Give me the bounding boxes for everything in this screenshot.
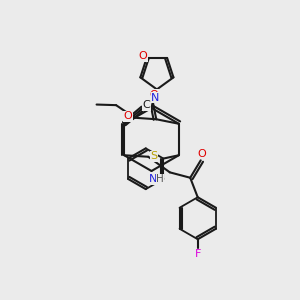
Text: O: O bbox=[124, 111, 133, 121]
Text: C: C bbox=[142, 100, 150, 110]
Text: F: F bbox=[194, 249, 201, 259]
Text: O: O bbox=[139, 51, 147, 62]
Text: N: N bbox=[149, 174, 157, 184]
Text: O: O bbox=[198, 149, 207, 159]
Text: N: N bbox=[151, 93, 160, 103]
Text: H: H bbox=[156, 174, 164, 184]
Text: O: O bbox=[149, 90, 158, 100]
Text: S: S bbox=[151, 151, 158, 161]
